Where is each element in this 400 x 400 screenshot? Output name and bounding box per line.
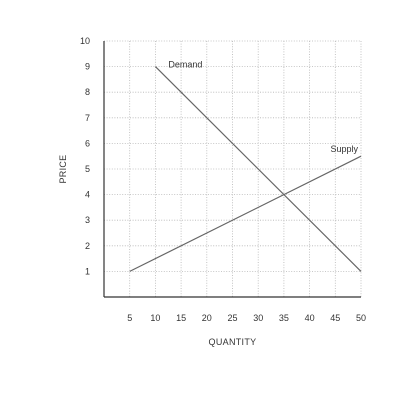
y-tick-label: 6: [85, 138, 90, 148]
x-axis-title: QUANTITY: [209, 337, 257, 347]
y-tick-label: 10: [80, 36, 90, 46]
series-line-supply: [129, 155, 362, 272]
series-labels: Demand Supply: [168, 60, 358, 155]
y-tick-label: 2: [85, 241, 90, 251]
y-tick-label: 9: [85, 62, 90, 72]
y-tick-label: 5: [85, 164, 90, 174]
x-tick-label: 20: [202, 313, 212, 323]
x-tick-label: 50: [356, 313, 366, 323]
series-label-supply: Supply: [330, 144, 358, 154]
y-tick-label: 1: [85, 266, 90, 276]
x-axis-ticks: 5 10 15 20 25 30 35 40 45 50: [127, 313, 366, 323]
x-tick-label: 45: [330, 313, 340, 323]
y-tick-label: 7: [85, 113, 90, 123]
series-lines: [129, 66, 362, 272]
x-tick-label: 5: [127, 313, 132, 323]
grid: [104, 40, 362, 297]
axes: [103, 41, 361, 298]
x-tick-label: 40: [305, 313, 315, 323]
x-tick-label: 10: [150, 313, 160, 323]
x-tick-label: 30: [253, 313, 263, 323]
y-axis-title: PRICE: [58, 154, 68, 183]
y-axis-ticks: 1 2 3 4 5 6 7 8 9 10: [80, 36, 90, 276]
x-tick-label: 25: [227, 313, 237, 323]
series-label-demand: Demand: [168, 60, 202, 70]
series-line-demand: [154, 66, 362, 272]
y-tick-label: 3: [85, 215, 90, 225]
y-tick-label: 8: [85, 87, 90, 97]
y-tick-label: 4: [85, 190, 90, 200]
x-tick-label: 35: [279, 313, 289, 323]
x-tick-label: 15: [176, 313, 186, 323]
